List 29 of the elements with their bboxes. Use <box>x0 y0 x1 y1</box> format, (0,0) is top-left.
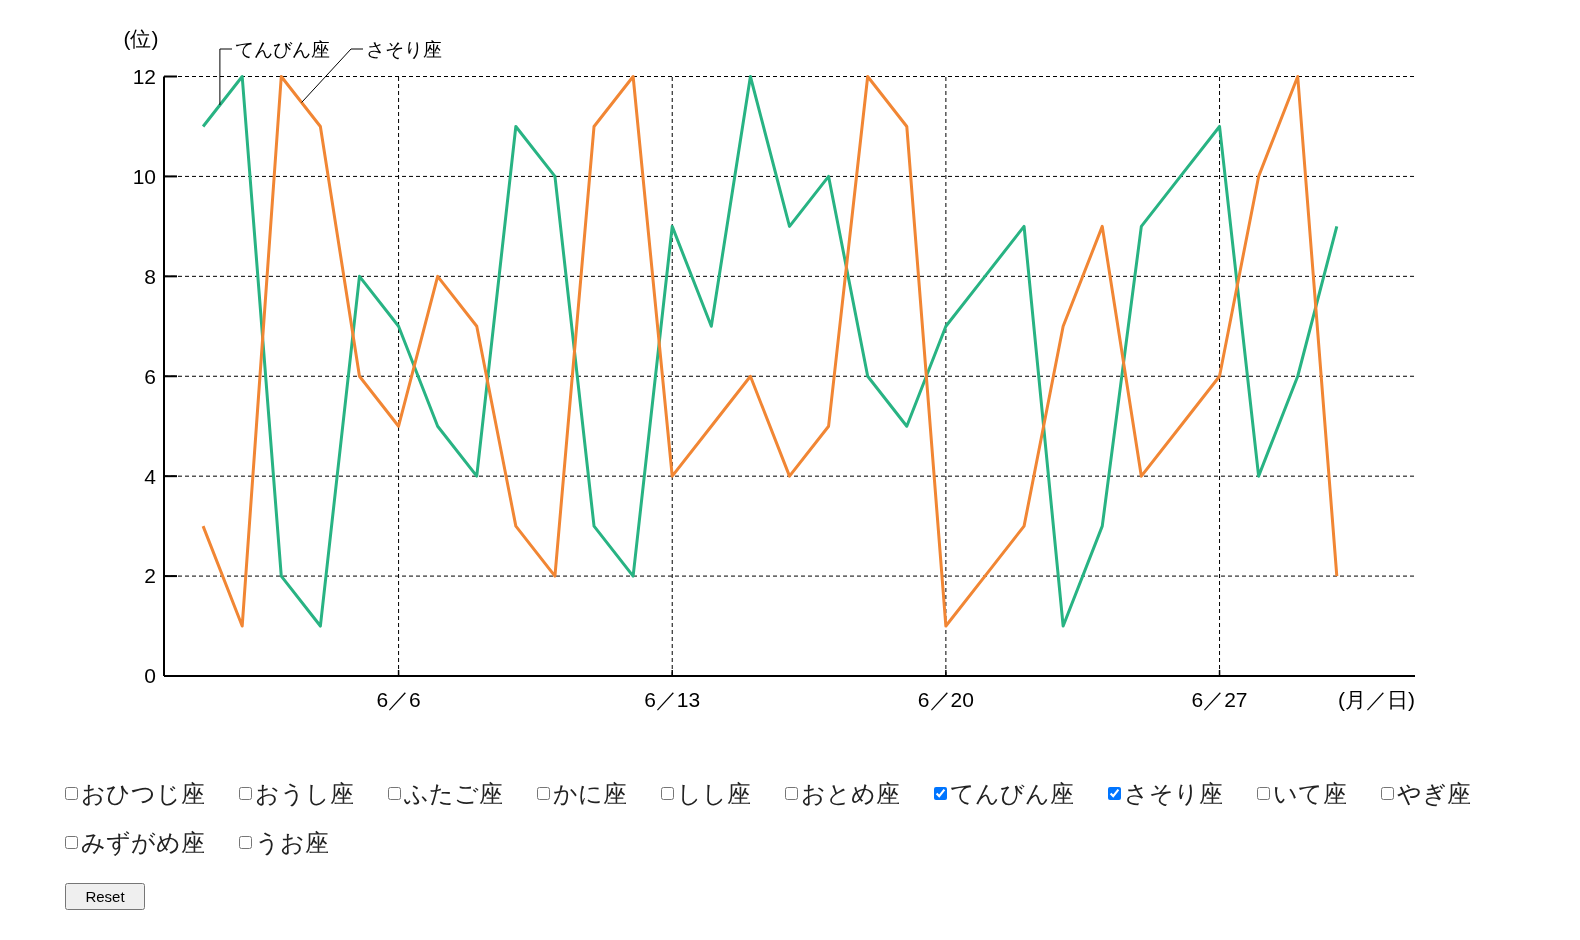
y-axis-title: (位) <box>123 27 159 51</box>
text: てんびん座 <box>950 779 1074 809</box>
line-series <box>201 75 1339 628</box>
y-tick-label: 6 <box>144 364 156 388</box>
text: おひつじ座 <box>81 779 205 809</box>
x-axis-title: (月／日) <box>1338 688 1415 712</box>
y-tick-label: 8 <box>144 264 156 288</box>
text: さそり座 <box>366 38 442 60</box>
text: いて座 <box>1273 779 1347 809</box>
text: おとめ座 <box>801 779 900 809</box>
text: やぎ座 <box>1397 779 1471 809</box>
x-tick-label: 6／27 <box>1191 688 1248 712</box>
x-tick-label: 6／6 <box>376 688 421 712</box>
text: さそり座 <box>1124 779 1223 809</box>
series-label: てんびん座 <box>235 38 330 60</box>
text: おうし座 <box>255 779 354 809</box>
text: みずがめ座 <box>81 828 205 858</box>
x-tick-label: 6／13 <box>644 688 701 712</box>
text: しし座 <box>677 779 751 809</box>
text: かに座 <box>553 779 627 809</box>
y-tick-label: 4 <box>144 464 157 488</box>
y-tick-label: 10 <box>132 164 156 188</box>
x-tick-label: 6／20 <box>917 688 974 712</box>
reset-button: Reset <box>65 883 145 910</box>
y-tick-label: 0 <box>144 664 156 688</box>
text: うお座 <box>255 828 329 858</box>
y-tick-label: 2 <box>144 564 156 588</box>
text: ふたご座 <box>404 779 503 809</box>
y-tick-label: 12 <box>132 64 156 88</box>
